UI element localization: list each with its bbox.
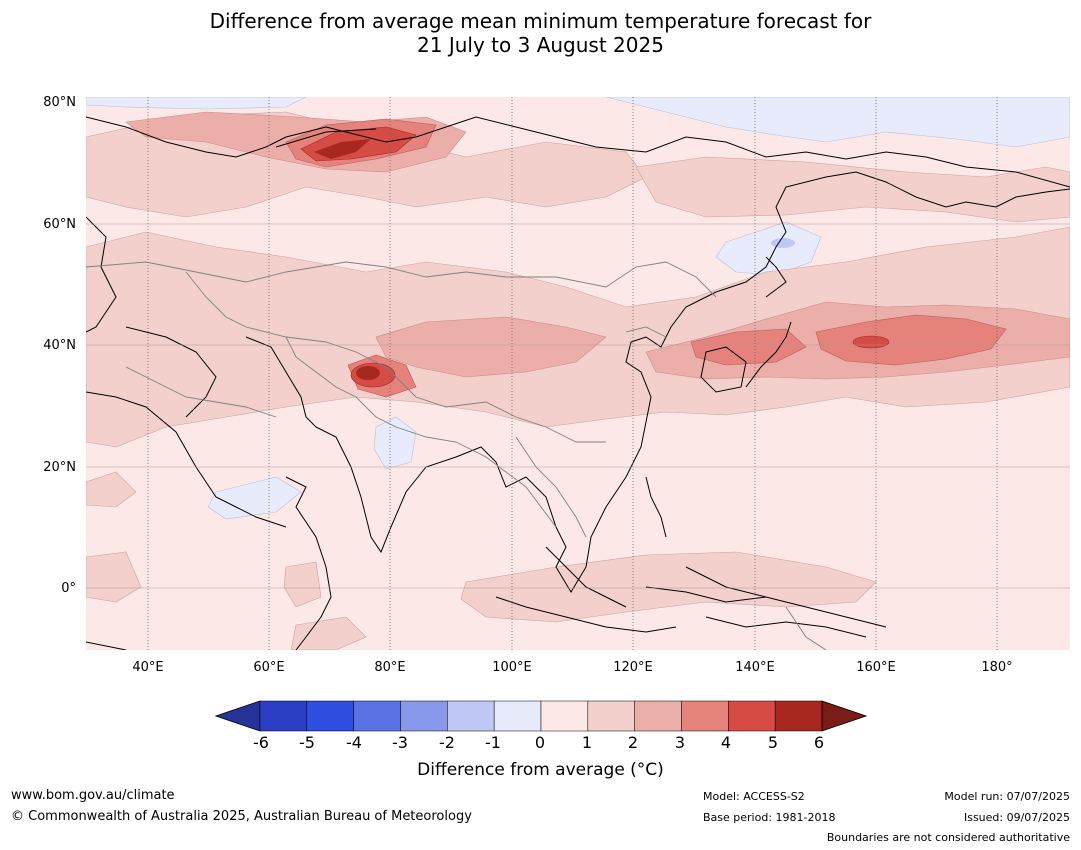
- lat-label-40n: 40°N: [43, 338, 76, 353]
- colorbar-tick-1: 1: [581, 733, 593, 752]
- colorbar-tick-4: 4: [720, 733, 732, 752]
- base-period: Base period: 1981-2018: [703, 811, 836, 824]
- colorbar-tick-2: 2: [627, 733, 639, 752]
- model-run-date: Model run: 07/07/2025: [944, 790, 1070, 803]
- colorbar-tick-5: 5: [767, 733, 779, 752]
- colorbar-title: Difference from average (°C): [417, 760, 664, 780]
- colorbar-tick-3: 3: [674, 733, 686, 752]
- colorbar-tick-minus2: -2: [439, 733, 455, 752]
- colorbar-segment: [774, 700, 823, 732]
- lon-label-60e: 60°E: [253, 660, 285, 675]
- lon-label-80e: 80°E: [374, 660, 406, 675]
- country-borders: [86, 261, 827, 650]
- colorbar-segment: [728, 700, 776, 732]
- forecast-map: [86, 97, 1070, 650]
- website-link[interactable]: www.bom.gov.au/climate: [11, 788, 175, 803]
- negative-patch-core: [771, 238, 795, 248]
- latitude-lines: [86, 223, 1070, 589]
- colorbar-tick-6: 6: [813, 733, 825, 752]
- lon-label-40e: 40°E: [132, 660, 164, 675]
- lat-label-60n: 60°N: [43, 217, 76, 232]
- lat-label-20n: 20°N: [43, 460, 76, 475]
- colorbar-segment: [587, 700, 635, 732]
- colorbar-tick-minus3: -3: [392, 733, 408, 752]
- lon-label-180: 180°: [981, 660, 1013, 675]
- anomaly-map-svg: [86, 97, 1070, 650]
- lon-label-160e: 160°E: [856, 660, 896, 675]
- colorbar-segment: [353, 700, 401, 732]
- colorbar-segment: [306, 700, 354, 732]
- lon-label-100e: 100°E: [492, 660, 532, 675]
- colorbar-segment: [400, 700, 448, 732]
- colorbar-segment: [540, 700, 589, 732]
- lat-label-0: 0°: [61, 581, 76, 596]
- colorbar-tick-minus6: -6: [253, 733, 269, 752]
- colorbar-extend-low: [215, 700, 261, 732]
- colorbar-tick-minus1: -1: [485, 733, 501, 752]
- boundaries-disclaimer: Boundaries are not considered authoritat…: [826, 831, 1070, 844]
- map-title-line-2: 21 July to 3 August 2025: [417, 33, 664, 57]
- colorbar-segment: [634, 700, 682, 732]
- issued-date: Issued: 09/07/2025: [963, 811, 1070, 824]
- colorbar-extend-high: [821, 700, 867, 732]
- lon-label-120e: 120°E: [613, 660, 653, 675]
- anomaly-5-6-areas: [314, 139, 380, 380]
- copyright-notice: © Commonwealth of Australia 2025, Austra…: [11, 809, 472, 824]
- colorbar: [215, 700, 867, 732]
- model-name: Model: ACCESS-S2: [703, 790, 805, 803]
- colorbar-segment: [681, 700, 729, 732]
- colorbar-tick-minus5: -5: [299, 733, 315, 752]
- colorbar-tick-minus4: -4: [346, 733, 362, 752]
- colorbar-segment: [447, 700, 495, 732]
- colorbar-segment: [493, 700, 542, 732]
- map-title-line-1: Difference from average mean minimum tem…: [209, 9, 872, 33]
- negative-anomaly-patches: [86, 97, 1070, 520]
- colorbar-segment: [259, 700, 308, 732]
- lon-label-140e: 140°E: [735, 660, 775, 675]
- lat-label-80n: 80°N: [43, 95, 76, 110]
- colorbar-tick-0: 0: [534, 733, 546, 752]
- graticule: [147, 97, 998, 650]
